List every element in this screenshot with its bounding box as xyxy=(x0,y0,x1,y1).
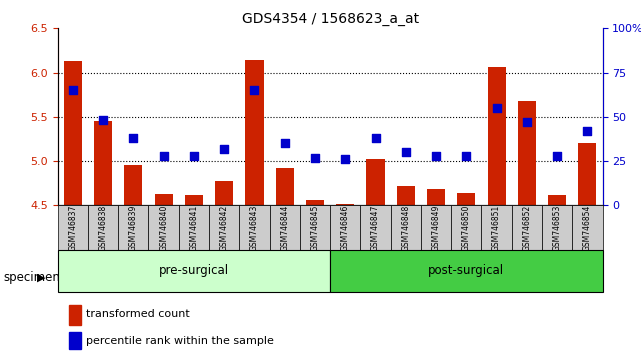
Bar xyxy=(300,205,330,250)
Text: ▶: ▶ xyxy=(37,273,45,283)
Point xyxy=(279,141,290,146)
Bar xyxy=(548,195,566,205)
Bar xyxy=(542,205,572,250)
Text: GSM746841: GSM746841 xyxy=(189,204,199,251)
Bar xyxy=(360,205,390,250)
Bar xyxy=(481,205,512,250)
Bar xyxy=(63,61,82,205)
Text: GSM746845: GSM746845 xyxy=(310,204,319,251)
Text: GSM746838: GSM746838 xyxy=(99,204,108,251)
Bar xyxy=(390,205,421,250)
Text: GSM746840: GSM746840 xyxy=(159,204,168,251)
Text: GSM746853: GSM746853 xyxy=(553,204,562,251)
Text: GSM746843: GSM746843 xyxy=(250,204,259,251)
Bar xyxy=(518,101,536,205)
Point xyxy=(461,153,471,159)
Bar xyxy=(58,205,88,250)
Bar xyxy=(451,205,481,250)
Point xyxy=(582,128,592,134)
Text: GSM746837: GSM746837 xyxy=(69,204,78,251)
Bar xyxy=(330,205,360,250)
Point xyxy=(340,156,351,162)
Bar xyxy=(88,205,118,250)
Bar xyxy=(512,205,542,250)
Bar xyxy=(179,205,209,250)
Text: post-surgical: post-surgical xyxy=(428,264,504,277)
Text: GSM746849: GSM746849 xyxy=(431,204,440,251)
Bar xyxy=(488,67,506,205)
Bar xyxy=(427,189,445,205)
Bar xyxy=(572,205,603,250)
Point xyxy=(522,119,532,125)
Point xyxy=(219,146,229,152)
Bar xyxy=(118,205,149,250)
Bar xyxy=(69,305,81,325)
Bar xyxy=(58,250,330,292)
Point xyxy=(188,153,199,159)
Bar xyxy=(367,159,385,205)
Bar xyxy=(69,332,81,349)
Bar xyxy=(246,60,263,205)
Point xyxy=(401,149,411,155)
Text: GSM746850: GSM746850 xyxy=(462,204,471,251)
Bar xyxy=(330,250,603,292)
Bar xyxy=(457,193,476,205)
Bar xyxy=(215,181,233,205)
Text: pre-surgical: pre-surgical xyxy=(159,264,229,277)
Point xyxy=(128,135,138,141)
Point xyxy=(249,87,260,93)
Point xyxy=(552,153,562,159)
Title: GDS4354 / 1568623_a_at: GDS4354 / 1568623_a_at xyxy=(242,12,419,26)
Bar xyxy=(209,205,239,250)
Point xyxy=(370,135,381,141)
Text: GSM746848: GSM746848 xyxy=(401,204,410,251)
Text: GSM746854: GSM746854 xyxy=(583,204,592,251)
Bar xyxy=(94,121,112,205)
Bar xyxy=(185,195,203,205)
Text: specimen: specimen xyxy=(3,272,60,284)
Point xyxy=(492,105,502,111)
Text: GSM746839: GSM746839 xyxy=(129,204,138,251)
Bar xyxy=(578,143,597,205)
Point xyxy=(98,118,108,123)
Text: GSM746852: GSM746852 xyxy=(522,204,531,251)
Point xyxy=(158,153,169,159)
Text: percentile rank within the sample: percentile rank within the sample xyxy=(86,336,274,346)
Text: transformed count: transformed count xyxy=(86,309,190,319)
Text: GSM746847: GSM746847 xyxy=(371,204,380,251)
Bar xyxy=(421,205,451,250)
Point xyxy=(68,87,78,93)
Text: GSM746851: GSM746851 xyxy=(492,204,501,251)
Point xyxy=(310,155,320,160)
Text: GSM746844: GSM746844 xyxy=(280,204,289,251)
Bar xyxy=(154,194,172,205)
Bar xyxy=(397,186,415,205)
Bar xyxy=(270,205,300,250)
Point xyxy=(431,153,441,159)
Bar xyxy=(149,205,179,250)
Bar xyxy=(276,168,294,205)
Bar xyxy=(239,205,270,250)
Bar xyxy=(306,200,324,205)
Text: GSM746842: GSM746842 xyxy=(220,204,229,251)
Bar xyxy=(124,166,142,205)
Text: GSM746846: GSM746846 xyxy=(341,204,350,251)
